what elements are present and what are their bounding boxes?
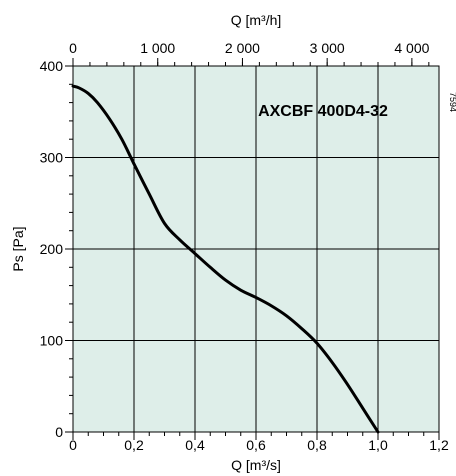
y-tick-label: 0 <box>55 424 63 440</box>
x-tick-labels: 0 0,2 0,4 0,6 0,8 1,0 1,2 <box>69 437 449 453</box>
x-tick-label: 0,2 <box>124 437 144 453</box>
top-x-tick-label: 1 000 <box>140 40 175 56</box>
y-axis-title: Ps [Pa] <box>10 226 26 271</box>
x-axis-title: Q [m³/s] <box>231 457 281 473</box>
top-x-tick-label: 4 000 <box>394 40 429 56</box>
top-x-tick-labels: 0 1 000 2 000 3 000 4 000 <box>69 40 430 56</box>
y-tick-label: 300 <box>40 150 64 166</box>
y-tick-label: 200 <box>40 241 64 257</box>
x-tick-label: 0,6 <box>246 437 266 453</box>
x-tick-label: 0 <box>69 437 77 453</box>
x-tick-label: 1,0 <box>368 437 388 453</box>
pressure-curve <box>71 84 380 434</box>
plot-frame <box>72 65 440 433</box>
minor-ticks <box>65 58 440 440</box>
figure-code: 7594 <box>448 92 456 112</box>
y-tick-label: 400 <box>40 58 64 74</box>
x-tick-label: 0,4 <box>185 437 205 453</box>
y-tick-label: 100 <box>40 333 64 349</box>
top-x-axis-title: Q [m³/h] <box>231 12 282 28</box>
y-tick-labels: 0 100 200 300 400 <box>40 58 64 440</box>
x-tick-label: 0,8 <box>307 437 327 453</box>
top-x-tick-label: 0 <box>69 40 77 56</box>
chart-title: AXCBF 400D4-32 <box>258 103 388 120</box>
top-x-tick-label: 2 000 <box>225 40 260 56</box>
top-x-tick-label: 3 000 <box>310 40 345 56</box>
grid-lines <box>73 66 439 432</box>
x-tick-label: 1,2 <box>429 437 449 453</box>
